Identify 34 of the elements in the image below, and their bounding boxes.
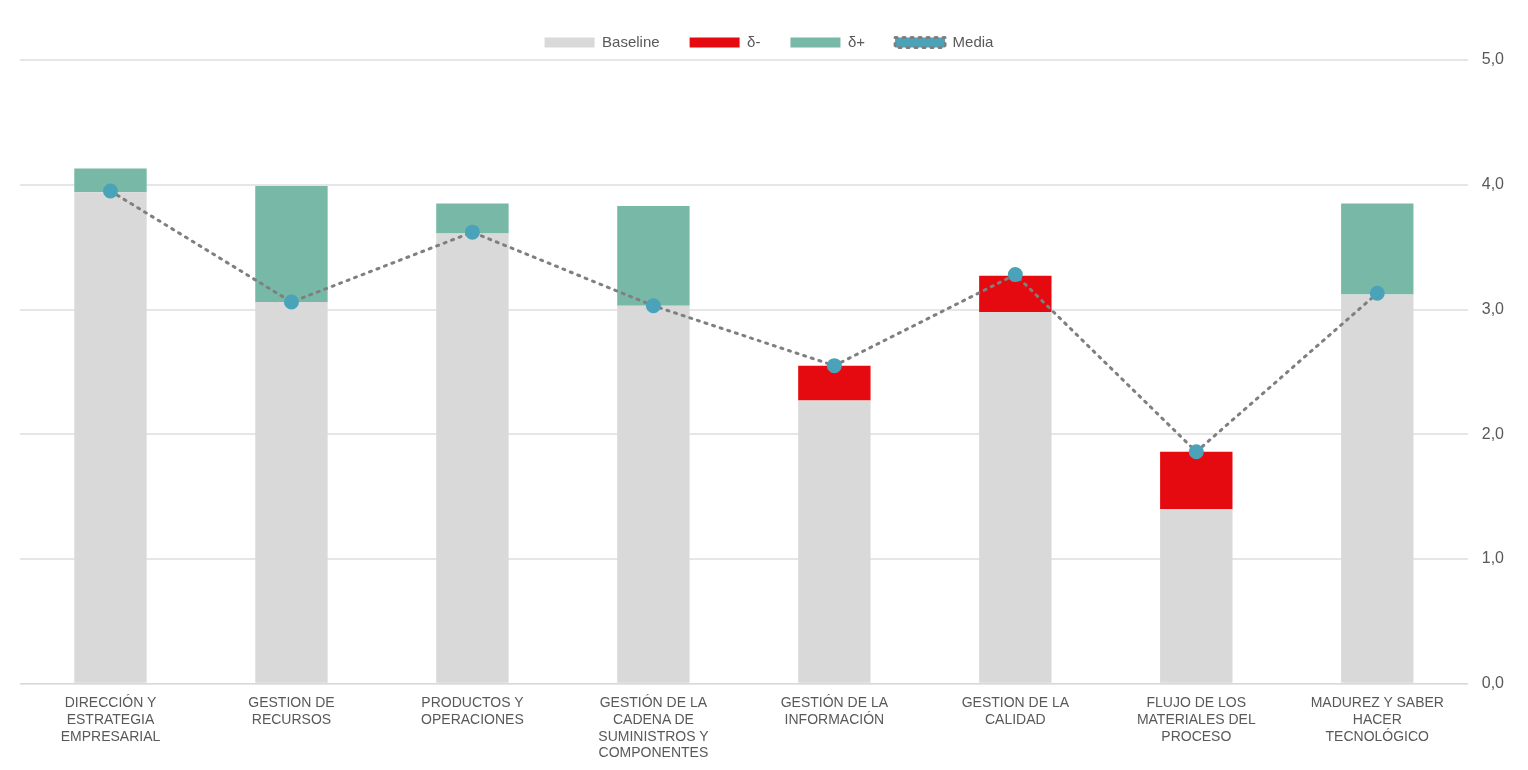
bar [74, 168, 147, 193]
point [102, 183, 118, 199]
legend-label: δ+ [847, 32, 866, 50]
bar [1160, 451, 1233, 510]
bar [436, 203, 509, 234]
point [1188, 444, 1204, 460]
x-tick-label: DIRECCIÓN Y ESTRATEGIA EMPRESARIAL [60, 694, 161, 744]
point [826, 358, 842, 374]
x-tick-label: FLUJO DE LOS MATERIALES DEL PROCESO [1136, 694, 1256, 744]
x-tick-label: MADUREZ Y SABER HACER TECNOLÓGICO [1310, 694, 1444, 744]
bar [1341, 203, 1414, 295]
bar [979, 275, 1052, 313]
y-tick-label: 3,0 [1481, 299, 1505, 317]
bar [255, 186, 328, 303]
legend-label: Media [952, 32, 995, 50]
x-tick-label: PRODUCTOS Y OPERACIONES [421, 694, 525, 727]
y-tick-label: 4,0 [1481, 175, 1505, 193]
bar [617, 205, 690, 306]
point [1369, 285, 1385, 301]
y-tick-label: 5,0 [1481, 50, 1505, 68]
point [283, 294, 299, 310]
y-tick-label: 0,0 [1481, 674, 1505, 692]
x-tick-label: GESTIÓN DE LA CADENA DE SUMINISTROS Y COMPONENTES [598, 694, 710, 761]
point [1007, 267, 1023, 283]
x-tick-label: GESTION DE RECURSOS [248, 694, 335, 727]
x-tick-label: GESTION DE LA CALIDAD [961, 694, 1070, 727]
legend-label: Baseline [602, 32, 660, 50]
legend-label: δ- [747, 32, 761, 50]
x-tick-label: GESTIÓN DE LA INFORMACIÓN [780, 694, 889, 727]
y-tick-label: 2,0 [1481, 424, 1505, 442]
point [464, 224, 480, 240]
bar [798, 365, 871, 401]
y-tick-label: 1,0 [1481, 549, 1505, 567]
point [645, 298, 661, 314]
